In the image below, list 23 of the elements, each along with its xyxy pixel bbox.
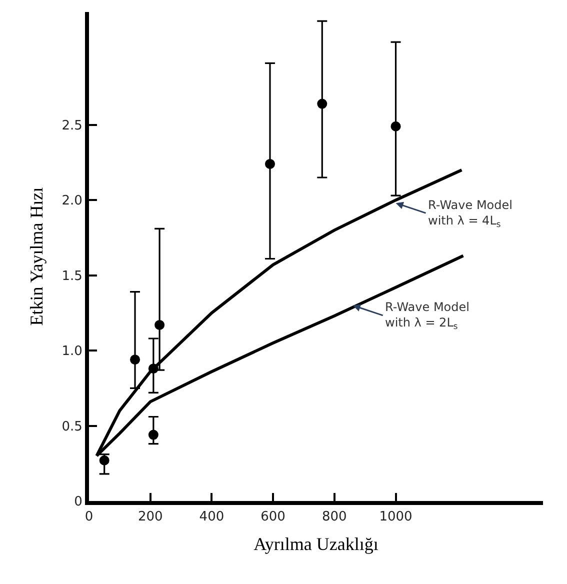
x-axis-title: Ayrılma Uzaklığı [254, 534, 378, 554]
y-tick-label: 2.0 [62, 194, 82, 209]
point [99, 455, 110, 466]
x-tick-label: 1000 [379, 510, 412, 525]
x-tick-label: 800 [322, 510, 347, 525]
point [390, 121, 401, 132]
y-tick-label: 0 [74, 494, 82, 510]
point [130, 354, 140, 365]
y-axis-title: Etkin Yayılma Hızı [26, 187, 46, 326]
annotation: R-Wave Model with λ = 4L$_{s}$ [428, 198, 512, 230]
point [148, 430, 158, 440]
x-tick-label: 600 [260, 510, 286, 525]
x-tick-label: 0 [84, 510, 94, 525]
point [154, 320, 165, 330]
x-tick-label: 400 [199, 510, 224, 525]
y-tick-label: 1.0 [62, 344, 82, 360]
y-tick-label: 1.5 [62, 268, 82, 284]
x-tick-label: 200 [138, 510, 163, 525]
annotation: R-Wave Model with λ = 2L$_{s}$ [385, 300, 470, 332]
y-tick-label: 2.5 [62, 118, 82, 134]
point [264, 158, 275, 169]
y-tick-label: 0.5 [62, 419, 82, 434]
point [317, 98, 328, 109]
